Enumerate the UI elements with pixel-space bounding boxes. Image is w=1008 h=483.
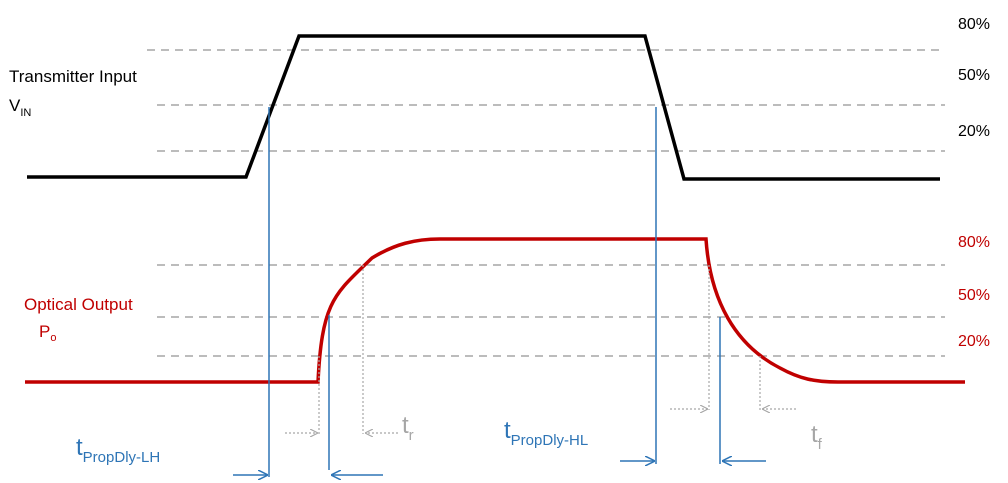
output-80-label: 80% xyxy=(958,234,990,251)
fall-time-label-main: t xyxy=(811,421,818,448)
output-label: Optical Output xyxy=(24,295,133,314)
input-symbol-main: V xyxy=(9,96,21,115)
rise-time-label-main: t xyxy=(402,412,409,439)
prop-hl-label-sub: PropDly-HL xyxy=(511,432,589,449)
input-symbol-sub: IN xyxy=(20,107,31,119)
output-50-label: 50% xyxy=(958,287,990,304)
output-waveform xyxy=(25,237,965,384)
output-symbol-sub: o xyxy=(50,332,56,344)
rise-time-label-sub: r xyxy=(409,427,414,444)
prop-lh-label: tPropDly-LH xyxy=(76,434,160,466)
input-waveform xyxy=(27,34,940,181)
output-symbol-main: P xyxy=(39,322,50,341)
prop-lh-label-main: t xyxy=(76,434,83,461)
prop-hl-label: tPropDly-HL xyxy=(504,417,588,449)
fall-time-label-sub: f xyxy=(818,436,823,453)
prop-lh-label-sub: PropDly-LH xyxy=(83,449,161,466)
input-symbol: VIN xyxy=(9,96,31,119)
input-20-label: 20% xyxy=(958,123,990,140)
input-50-label: 50% xyxy=(958,67,990,84)
input-80-label: 80% xyxy=(958,16,990,33)
fall-time-label: tf xyxy=(811,421,823,453)
rise-time-label: tr xyxy=(402,412,414,444)
prop-hl-label-main: t xyxy=(504,417,511,444)
output-20-label: 20% xyxy=(958,333,990,350)
output-symbol: Po xyxy=(39,322,56,344)
input-label: Transmitter Input xyxy=(9,67,137,86)
